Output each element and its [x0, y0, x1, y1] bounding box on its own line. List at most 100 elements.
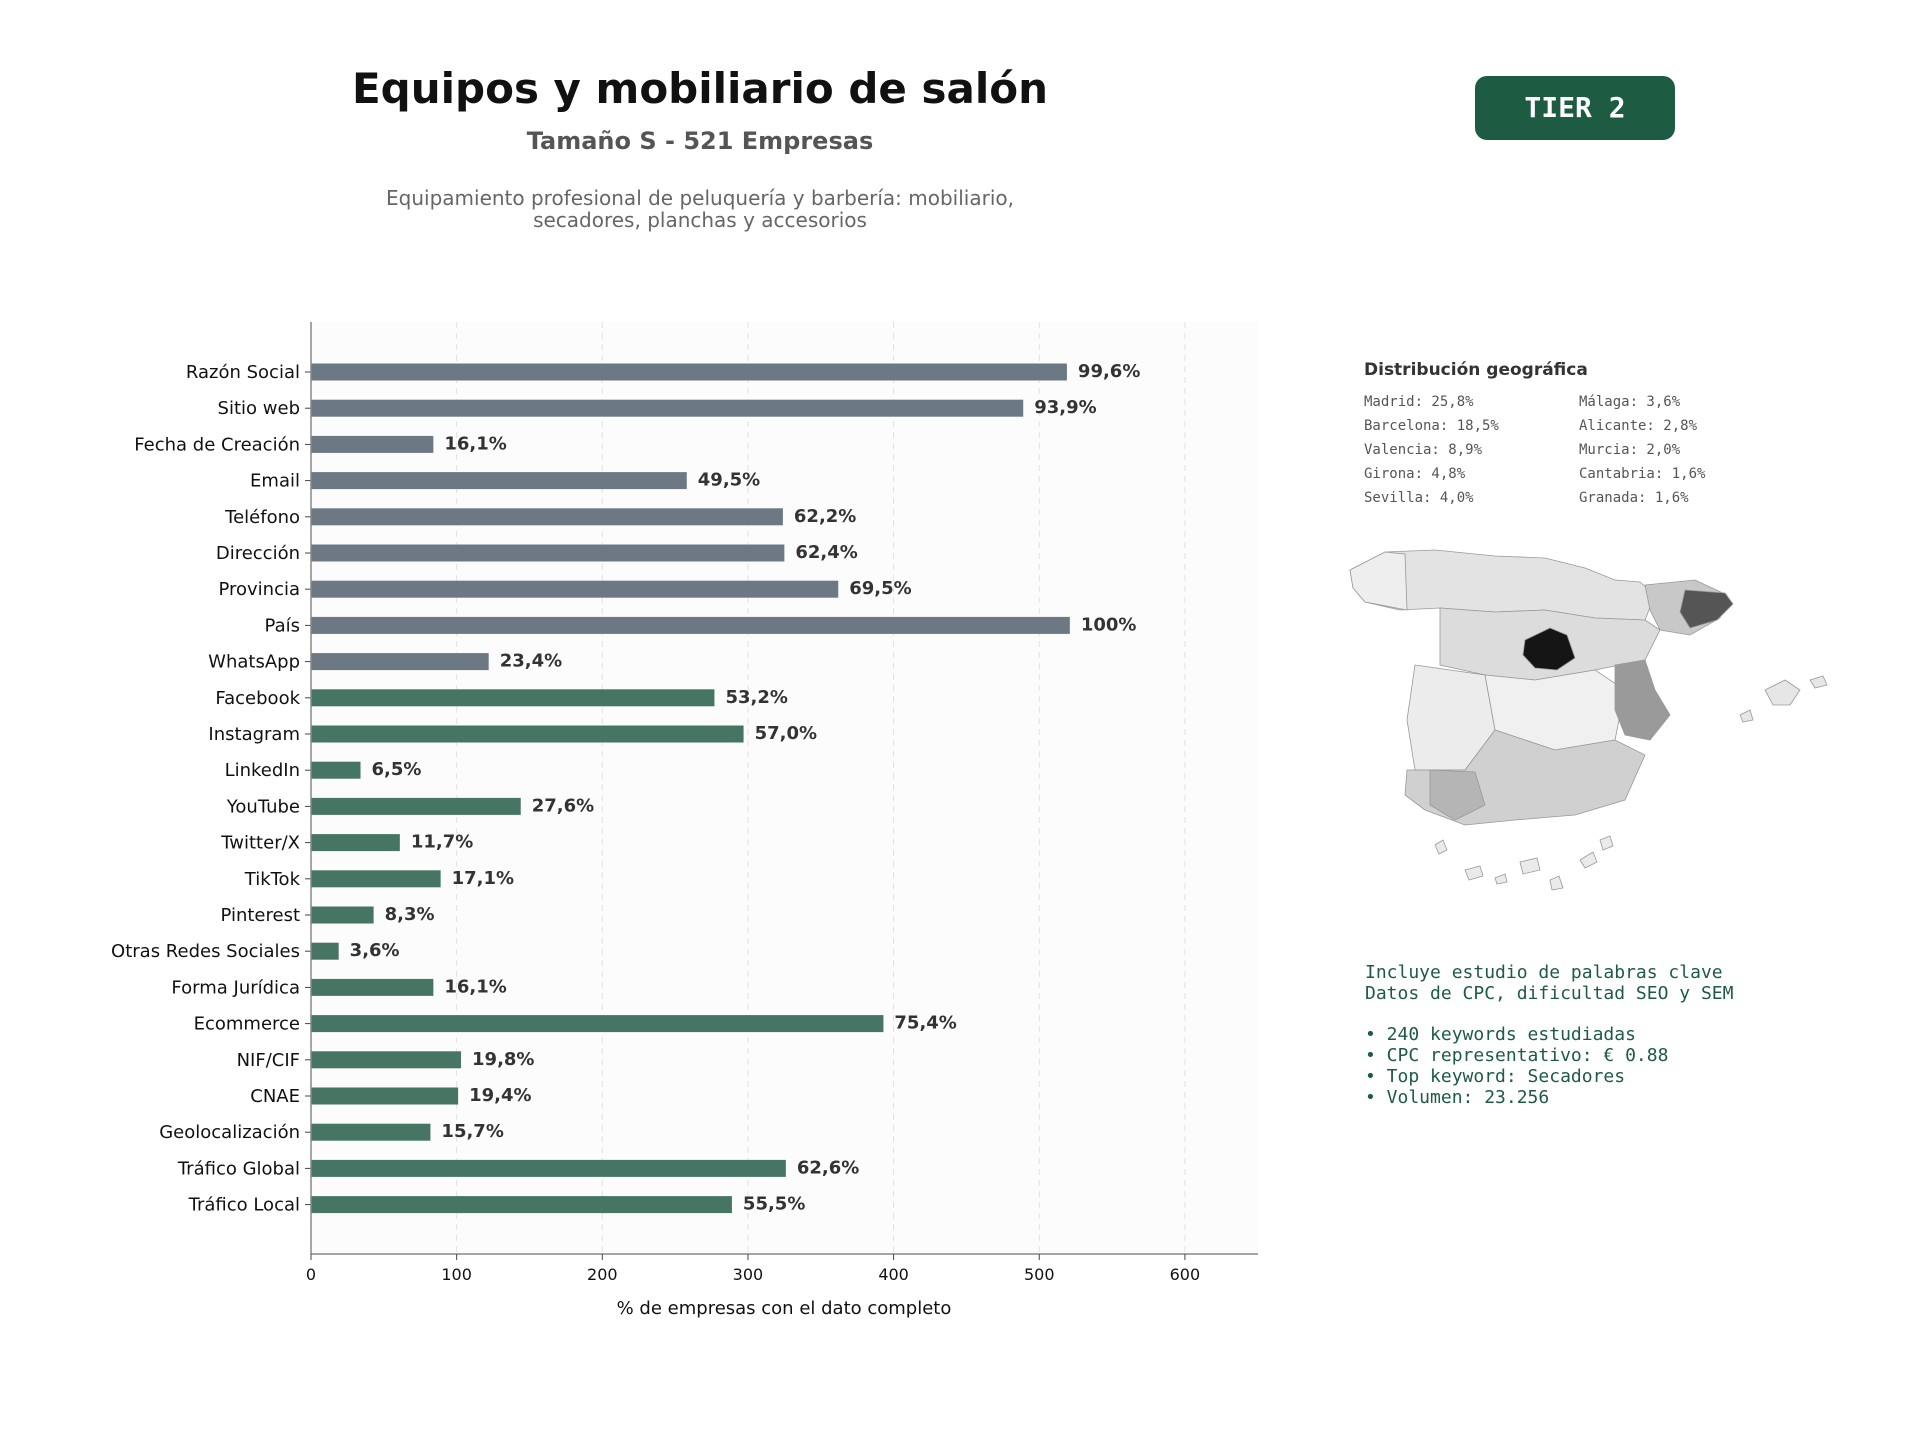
- category-label: YouTube: [226, 796, 300, 817]
- category-label: WhatsApp: [208, 652, 300, 673]
- bar: [311, 653, 489, 671]
- value-labels: 99,6% 93,9% 16,1% 49,5% 62,2% 62,4% 69,5% 100% 2…: [350, 361, 1141, 1215]
- category-label: Tráfico Local: [188, 1195, 300, 1216]
- bar: [311, 580, 839, 598]
- tier-badge: TIER 2: [1475, 76, 1675, 140]
- x-axis-label: % de empresas con el dato completo: [617, 1298, 952, 1319]
- bar: [311, 508, 783, 526]
- value-label: 49,5%: [698, 470, 760, 491]
- value-label: 16,1%: [444, 976, 506, 997]
- keywords-panel: Incluye estudio de palabras clave Datos d…: [1365, 962, 1733, 1108]
- map-region-valencia: [1614, 659, 1671, 741]
- keywords-bullet: • Top keyword: Secadores: [1365, 1066, 1626, 1087]
- category-label: Forma Jurídica: [171, 977, 300, 998]
- bar-chart: Razón Social Sitio web Fecha de Creación Em…: [111, 322, 1258, 1319]
- bar: [311, 1015, 884, 1033]
- keywords-bullet: • Volumen: 23.256: [1365, 1087, 1550, 1108]
- category-label: Teléfono: [224, 507, 300, 528]
- geo-distribution: Distribución geográfica Madrid: 25,8% Má…: [1364, 360, 1884, 506]
- category-label: Sitio web: [218, 398, 300, 419]
- value-label: 93,9%: [1034, 397, 1096, 418]
- category-label: Otras Redes Sociales: [111, 941, 300, 962]
- bar: [311, 689, 715, 707]
- value-label: 62,6%: [797, 1157, 859, 1178]
- value-label: 23,4%: [500, 651, 562, 672]
- value-label: 53,2%: [725, 687, 787, 708]
- plot-background: [311, 322, 1258, 1254]
- category-label: Tráfico Global: [177, 1158, 300, 1179]
- category-label: Provincia: [218, 579, 300, 600]
- category-label: Geolocalización: [159, 1122, 300, 1143]
- bar: [311, 797, 521, 815]
- x-axis-ticks: 0 100 200 300 400 500 600: [306, 1254, 1200, 1284]
- value-label: 19,4%: [469, 1085, 531, 1106]
- keywords-gap: [1365, 1004, 1733, 1024]
- x-tick-label: 500: [1024, 1265, 1055, 1284]
- map-region-sevilla: [1429, 769, 1486, 821]
- category-label: LinkedIn: [225, 760, 300, 781]
- map-region-balearic: [1739, 675, 1828, 723]
- bar: [311, 363, 1067, 381]
- bar: [311, 906, 374, 924]
- keywords-line: Datos de CPC, dificultad SEO y SEM: [1365, 983, 1734, 1004]
- value-label: 6,5%: [372, 759, 422, 780]
- value-label: 99,6%: [1078, 361, 1140, 382]
- geo-entry: Girona: 4,8%: [1364, 466, 1466, 482]
- value-label: 75,4%: [894, 1013, 956, 1034]
- x-tick-label: 300: [733, 1265, 764, 1284]
- value-label: 62,4%: [795, 542, 857, 563]
- bar: [311, 834, 400, 852]
- keywords-bullet: • CPC representativo: € 0.88: [1365, 1045, 1669, 1066]
- category-label: Twitter/X: [220, 833, 300, 854]
- map-region-galicia-west: [1349, 551, 1408, 611]
- category-label: Facebook: [215, 688, 300, 709]
- value-label: 19,8%: [472, 1049, 534, 1070]
- category-label: Fecha de Creación: [134, 434, 300, 455]
- bars-group: [311, 363, 1070, 1214]
- bar: [311, 1087, 459, 1105]
- category-label: País: [265, 615, 300, 636]
- value-label: 57,0%: [755, 723, 817, 744]
- chart-subtitle: Tamaño S - 521 Empresas: [526, 127, 874, 155]
- map-region-barcelona: [1679, 589, 1734, 629]
- bar: [311, 435, 434, 453]
- x-tick-label: 400: [878, 1265, 909, 1284]
- x-tick-label: 600: [1170, 1265, 1201, 1284]
- value-label: 62,2%: [794, 506, 856, 527]
- geo-entry: Murcia: 2,0%: [1579, 442, 1681, 458]
- category-label: Ecommerce: [194, 1014, 300, 1035]
- value-label: 15,7%: [441, 1121, 503, 1142]
- geo-entry: Málaga: 3,6%: [1579, 394, 1681, 410]
- geo-entry: Barcelona: 18,5%: [1364, 418, 1499, 434]
- map-region-canary: [1434, 835, 1614, 891]
- geo-entry: Sevilla: 4,0%: [1364, 490, 1474, 506]
- value-label: 100%: [1081, 614, 1137, 635]
- bar: [311, 725, 744, 743]
- value-label: 27,6%: [532, 795, 594, 816]
- bar: [311, 616, 1070, 634]
- map-region-madrid: [1522, 627, 1576, 671]
- geo-entry: Alicante: 2,8%: [1579, 418, 1698, 434]
- description-line-1: Equipamiento profesional de peluquería y…: [386, 186, 1014, 210]
- keywords-bullet: • 240 keywords estudiadas: [1365, 1024, 1636, 1045]
- bar: [311, 1159, 786, 1177]
- category-label: Dirección: [216, 543, 300, 564]
- bar: [311, 1196, 732, 1214]
- bar: [311, 870, 441, 888]
- value-label: 16,1%: [444, 433, 506, 454]
- geo-entry: Cantabria: 1,6%: [1579, 466, 1706, 482]
- bar: [311, 544, 785, 562]
- spain-map: [1349, 549, 1828, 891]
- bar: [311, 472, 687, 490]
- geo-list: Madrid: 25,8% Málaga: 3,6% Barcelona: 18…: [1364, 394, 1884, 506]
- category-label: NIF/CIF: [237, 1050, 300, 1071]
- chart-description: Equipamiento profesional de peluquería y…: [300, 187, 1100, 231]
- category-label: Email: [250, 471, 300, 492]
- value-label: 69,5%: [849, 578, 911, 599]
- category-label: Instagram: [208, 724, 300, 745]
- value-label: 8,3%: [385, 904, 435, 925]
- value-label: 55,5%: [743, 1194, 805, 1215]
- bar: [311, 761, 361, 779]
- bar: [311, 978, 434, 996]
- x-tick-label: 100: [441, 1265, 472, 1284]
